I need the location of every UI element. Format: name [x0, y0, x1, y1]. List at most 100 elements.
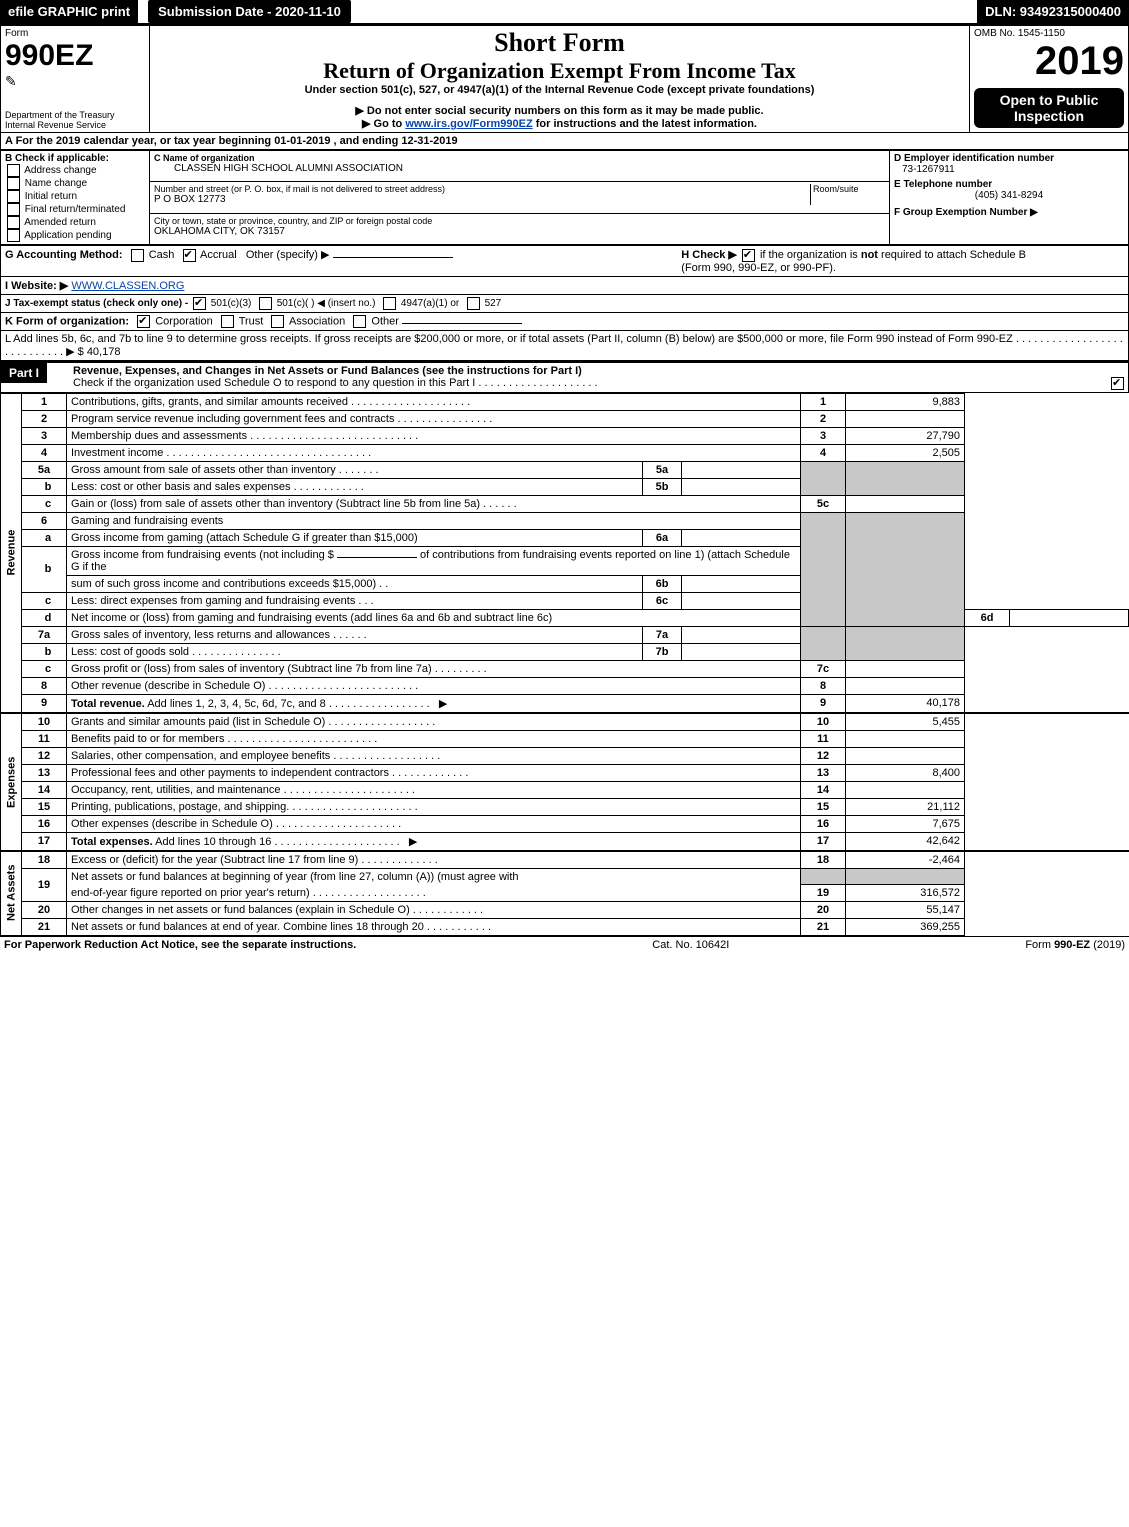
chk-schedule-o[interactable] [1111, 377, 1124, 390]
chk-address-change[interactable] [7, 164, 20, 177]
i-label: I Website: ▶ [5, 280, 68, 292]
h-label: H Check ▶ [681, 249, 737, 261]
line2-num: 2 [22, 410, 67, 427]
tax-year: 2019 [974, 39, 1124, 84]
b-item-3: Final return/terminated [25, 204, 126, 215]
line5b-mc: 5b [643, 478, 682, 495]
line19-desc1: Net assets or fund balances at beginning… [67, 868, 801, 885]
k-other-input[interactable] [402, 323, 522, 324]
line6c-miniamt [682, 592, 801, 609]
chk-501c3[interactable] [193, 297, 206, 310]
footer-right: Form 990-EZ (2019) [1025, 939, 1125, 951]
efile-label[interactable]: efile GRAPHIC print [0, 0, 138, 23]
line8-amt [846, 677, 965, 694]
irs-link[interactable]: www.irs.gov/Form990EZ [405, 118, 532, 130]
line6b-desc3: sum of such gross income and contributio… [67, 575, 643, 592]
line7a-num: 7a [22, 626, 67, 643]
form-header: Form 990EZ ✎ Department of the Treasury … [0, 25, 1129, 133]
website-link[interactable]: WWW.CLASSEN.ORG [71, 280, 184, 292]
j-opt2: 4947(a)(1) or [401, 298, 459, 309]
part1-badge: Part I [1, 363, 47, 383]
g-other-input[interactable] [333, 257, 453, 258]
line6d-amt [1010, 609, 1129, 626]
line11-num: 11 [22, 730, 67, 747]
line4-num: 4 [22, 444, 67, 461]
line10-col: 10 [801, 713, 846, 731]
line18-num: 18 [22, 851, 67, 869]
line4-amt: 2,505 [846, 444, 965, 461]
line16-num: 16 [22, 815, 67, 832]
line5a-desc: Gross amount from sale of assets other t… [67, 461, 643, 478]
line17-desc: Total expenses. Add lines 10 through 16 … [67, 832, 801, 851]
chk-initial-return[interactable] [7, 190, 20, 203]
line2-amt [846, 410, 965, 427]
open-public: Open to Public Inspection [974, 88, 1124, 128]
line4-desc: Investment income . . . . . . . . . . . … [67, 444, 801, 461]
irs-label: Internal Revenue Service [5, 120, 145, 130]
line5c-desc: Gain or (loss) from sale of assets other… [67, 495, 801, 512]
line21-col: 21 [801, 919, 846, 936]
line1-amt: 9,883 [846, 393, 965, 410]
line10-num: 10 [22, 713, 67, 731]
chk-cash[interactable] [131, 249, 144, 262]
b-item-1: Name change [25, 178, 87, 189]
line13-col: 13 [801, 764, 846, 781]
footer-left: For Paperwork Reduction Act Notice, see … [4, 939, 356, 951]
line5b-miniamt [682, 478, 801, 495]
line7b-mc: 7b [643, 643, 682, 660]
line6a-mc: 6a [643, 529, 682, 546]
line19-amt: 316,572 [846, 885, 965, 902]
form-label: Form [5, 28, 145, 39]
line7c-amt [846, 660, 965, 677]
line4-col: 4 [801, 444, 846, 461]
line20-num: 20 [22, 902, 67, 919]
line6a-miniamt [682, 529, 801, 546]
form-number: 990EZ [5, 39, 145, 73]
chk-527[interactable] [467, 297, 480, 310]
line6-num: 6 [22, 512, 67, 529]
line18-desc: Excess or (deficit) for the year (Subtra… [67, 851, 801, 869]
chk-corp[interactable] [137, 315, 150, 328]
h-text2: if the organization is not required to a… [760, 249, 1026, 261]
line19-col: 19 [801, 885, 846, 902]
line5c-amt [846, 495, 965, 512]
line6b-amount-input[interactable] [337, 557, 417, 558]
chk-final-return[interactable] [7, 203, 20, 216]
chk-assoc[interactable] [271, 315, 284, 328]
street-label: Number and street (or P. O. box, if mail… [154, 184, 810, 194]
line20-col: 20 [801, 902, 846, 919]
chk-trust[interactable] [221, 315, 234, 328]
line6-gray-amt [846, 512, 965, 626]
org-name: CLASSEN HIGH SCHOOL ALUMNI ASSOCIATION [154, 163, 885, 174]
line12-desc: Salaries, other compensation, and employ… [67, 747, 801, 764]
top-bar: efile GRAPHIC print Submission Date - 20… [0, 0, 1129, 25]
chk-name-change[interactable] [7, 177, 20, 190]
line7c-num: c [22, 660, 67, 677]
line3-col: 3 [801, 427, 846, 444]
warn-ssn: ▶ Do not enter social security numbers o… [154, 104, 965, 117]
chk-amended[interactable] [7, 216, 20, 229]
b-item-5: Application pending [24, 230, 111, 241]
room-label: Room/suite [813, 184, 883, 194]
c-name-label: C Name of organization [154, 153, 885, 163]
chk-4947[interactable] [383, 297, 396, 310]
line7c-col: 7c [801, 660, 846, 677]
j-label: J Tax-exempt status (check only one) - [5, 298, 188, 309]
line18-col: 18 [801, 851, 846, 869]
line2-desc: Program service revenue including govern… [67, 410, 801, 427]
line5a-mc: 5a [643, 461, 682, 478]
chk-h[interactable] [742, 249, 755, 262]
chk-other-org[interactable] [353, 315, 366, 328]
line14-desc: Occupancy, rent, utilities, and maintena… [67, 781, 801, 798]
line6d-desc: Net income or (loss) from gaming and fun… [67, 609, 801, 626]
line6c-num: c [22, 592, 67, 609]
chk-app-pending[interactable] [7, 229, 20, 242]
line6c-mc: 6c [643, 592, 682, 609]
g-accrual: Accrual [200, 249, 237, 261]
g-label: G Accounting Method: [5, 249, 123, 261]
f-label: F Group Exemption Number ▶ [894, 207, 1124, 218]
chk-501c[interactable] [259, 297, 272, 310]
line14-amt [846, 781, 965, 798]
section-gh: G Accounting Method: Cash Accrual Other … [0, 245, 1129, 277]
chk-accrual[interactable] [183, 249, 196, 262]
